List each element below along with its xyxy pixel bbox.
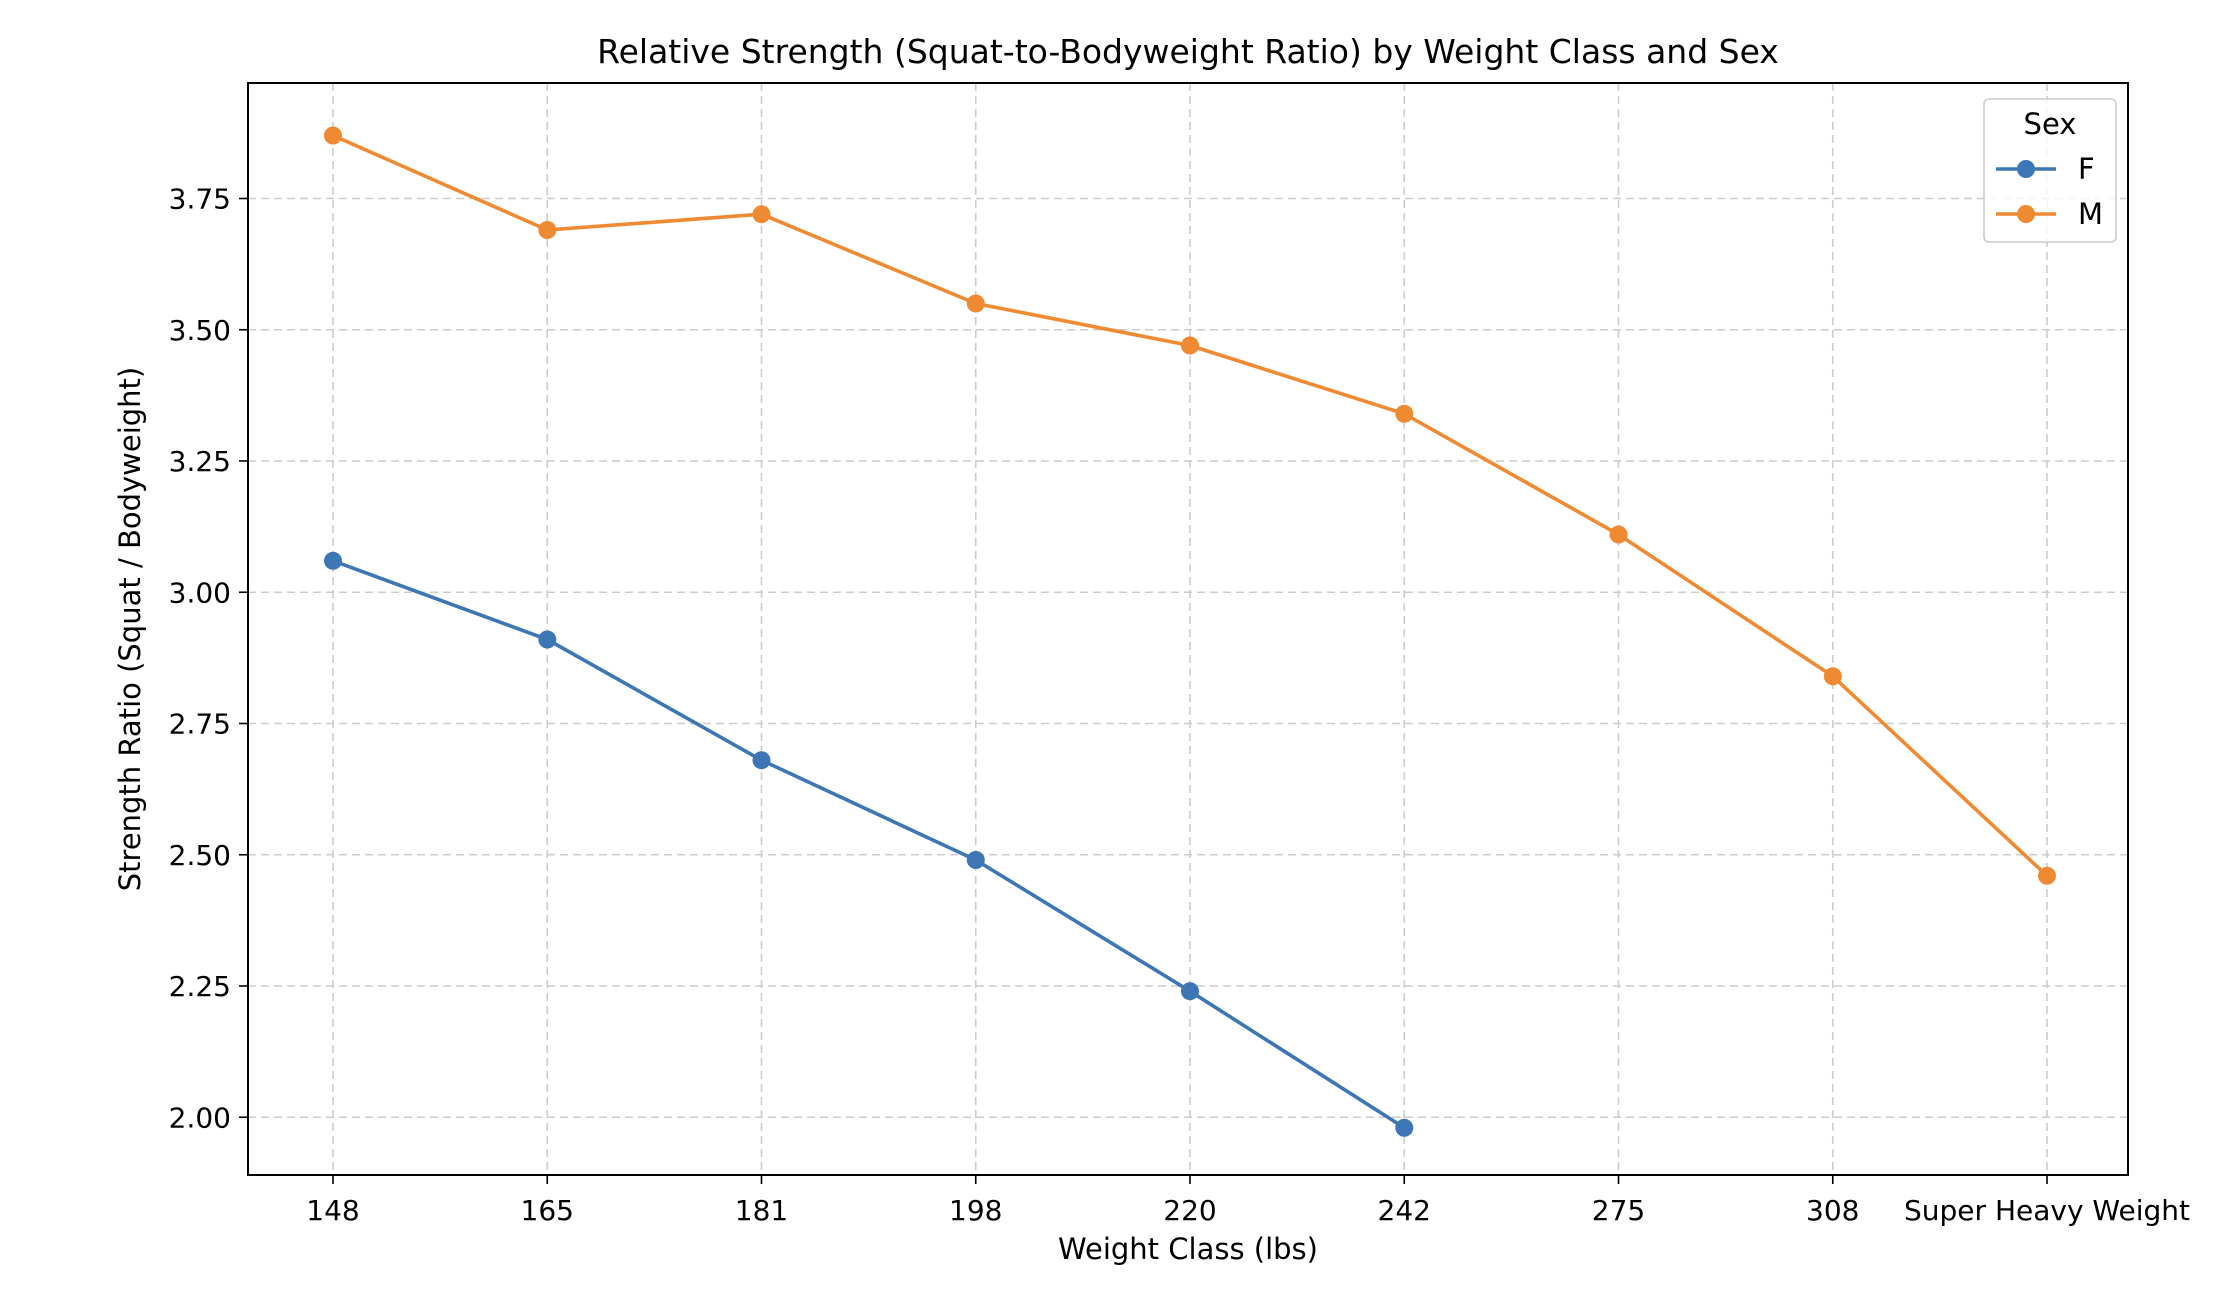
axis-ticks: 148 165 181 198 220 242 275 308 Super Heavy Weig… (169, 183, 2190, 1228)
grid (248, 83, 2128, 1175)
legend-label: F (2078, 152, 2095, 186)
x-tick-label: 308 (1806, 1194, 1859, 1227)
legend-entries: FM (1996, 152, 2103, 231)
data-point-m (324, 126, 342, 145)
x-tick-label: 198 (949, 1194, 1002, 1227)
plot-area-frame (247, 82, 2129, 1176)
data-point-f (538, 630, 557, 649)
x-tick-label: 165 (521, 1194, 574, 1227)
series-layer (324, 126, 2056, 1137)
data-point-m (966, 294, 985, 313)
legend-item-m: M (1996, 197, 2103, 231)
y-tick-label: 3.00 (169, 576, 231, 609)
data-point-f (752, 751, 771, 770)
x-axis-label: Weight Class (lbs) (1058, 1232, 1318, 1266)
chart-title: Relative Strength (Squat-to-Bodyweight R… (597, 32, 1779, 71)
series-line-f (331, 558, 1407, 1130)
data-point-m (538, 221, 557, 239)
data-point-m (2038, 866, 2056, 885)
y-tick-label: 2.75 (169, 708, 231, 741)
y-tick-label: 2.25 (169, 970, 231, 1003)
legend-marker (2017, 205, 2035, 223)
data-point-m (1395, 404, 1414, 423)
legend-marker (2017, 160, 2035, 178)
data-point-f (966, 851, 985, 869)
data-point-m (1181, 336, 1199, 355)
x-tick-label: 220 (1163, 1194, 1216, 1227)
y-tick-label: 2.00 (169, 1101, 231, 1134)
legend-item-f: F (1996, 152, 2095, 186)
data-point-m (752, 205, 771, 224)
legend-title: Sex (2024, 107, 2077, 141)
data-point-m (1823, 667, 1842, 686)
series-f (324, 551, 1414, 1137)
series-m (324, 126, 2056, 885)
y-axis-label: Strength Ratio (Squat / Bodyweight) (113, 367, 147, 892)
x-tick-label: 275 (1592, 1194, 1645, 1227)
data-point-f (1181, 982, 1199, 1001)
x-tick-label: Super Heavy Weight (1904, 1194, 2190, 1227)
y-tick-label: 3.50 (169, 314, 231, 347)
data-point-f (1395, 1118, 1414, 1137)
y-tick-label: 3.75 (169, 183, 231, 216)
legend: Sex FM (1983, 98, 2117, 243)
data-point-f (324, 551, 342, 570)
x-tick-label: 242 (1378, 1194, 1431, 1227)
x-tick-label: 181 (735, 1194, 788, 1227)
x-tick-label: 148 (306, 1194, 359, 1227)
legend-label: M (2078, 197, 2103, 231)
y-tick-label: 2.50 (169, 839, 231, 872)
data-point-m (1609, 525, 1628, 544)
y-tick-label: 3.25 (169, 445, 231, 478)
